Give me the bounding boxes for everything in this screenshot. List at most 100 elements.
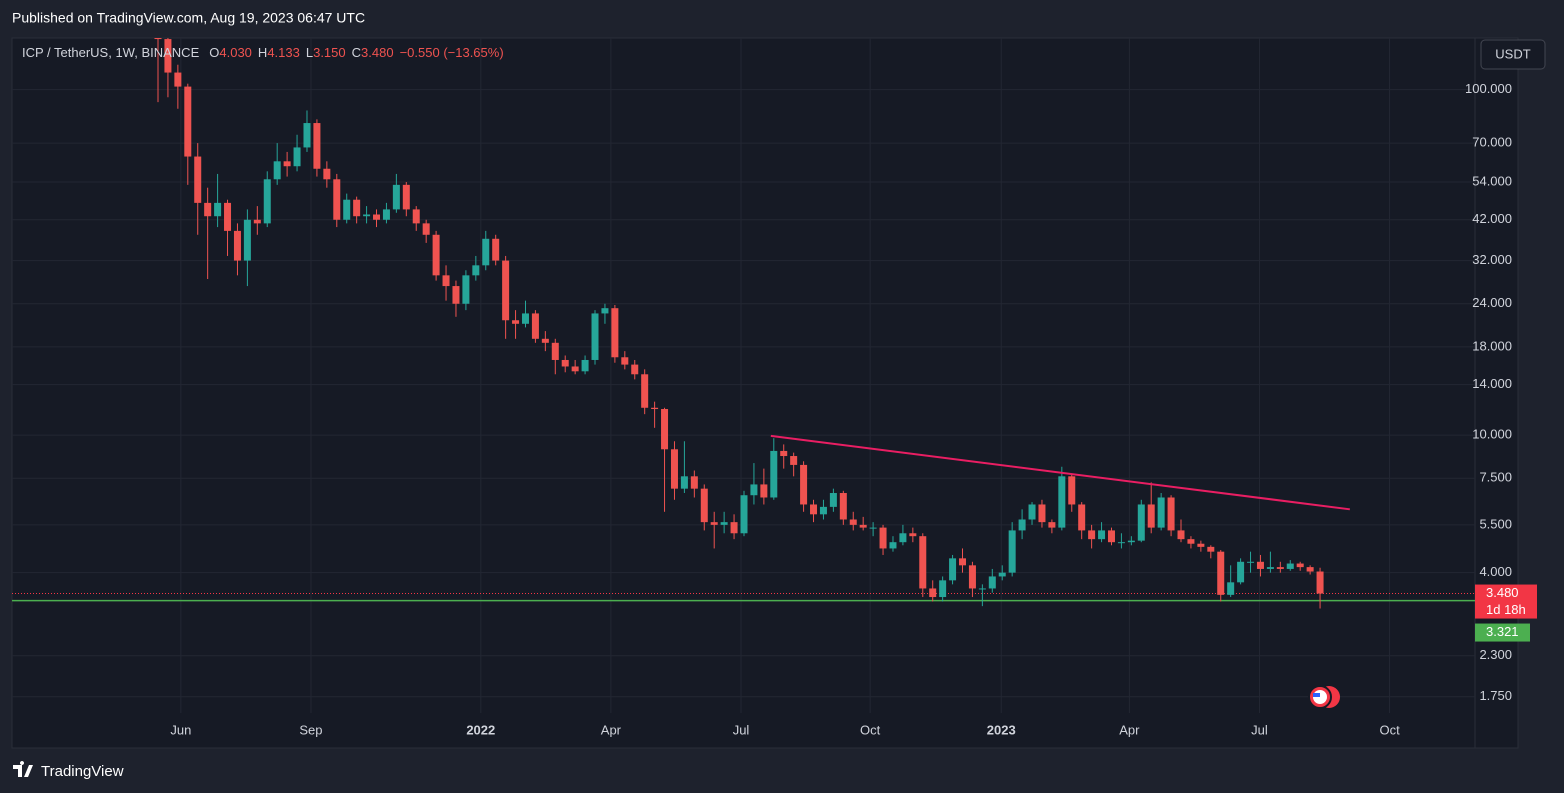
y-tick-label: 18.000 xyxy=(1472,338,1512,353)
candle-body xyxy=(541,338,549,343)
candle-body xyxy=(402,184,410,210)
candle-body xyxy=(432,234,440,276)
brand-name: TradingView xyxy=(41,763,124,780)
candle-body xyxy=(1197,543,1205,547)
candle-body xyxy=(1217,551,1225,595)
x-tick-label: Oct xyxy=(1379,722,1400,737)
candle-body xyxy=(690,476,698,489)
candle-body xyxy=(1296,563,1304,568)
candle-body xyxy=(591,313,599,360)
candle-body xyxy=(869,527,877,529)
plot xyxy=(12,38,1475,609)
candle-body xyxy=(164,39,172,73)
candle-body xyxy=(482,238,490,266)
candle-body xyxy=(879,527,887,549)
candle-body xyxy=(988,576,996,589)
price-label: 3.480 xyxy=(1486,585,1519,600)
y-tick-label: 5.500 xyxy=(1479,516,1512,531)
candle-body xyxy=(1008,530,1016,573)
candle-body xyxy=(263,179,271,224)
y-tick-label: 10.000 xyxy=(1472,427,1512,442)
price-label-box xyxy=(1475,623,1530,642)
currency-button[interactable] xyxy=(1480,39,1546,70)
candle-body xyxy=(283,161,291,167)
event-flags xyxy=(1308,685,1340,709)
candle-body xyxy=(1167,497,1175,531)
candle-body xyxy=(1117,542,1125,544)
ohlc-value: 4.133 xyxy=(267,45,300,60)
x-tick-label: Jul xyxy=(733,722,750,737)
candle-body xyxy=(859,524,867,528)
y-tick-label: 70.000 xyxy=(1472,135,1512,150)
candle-body xyxy=(740,495,748,534)
candle-body xyxy=(1177,530,1185,540)
candle-body xyxy=(1018,519,1026,531)
candle-body xyxy=(551,342,559,360)
candle-body xyxy=(631,364,639,375)
candle-body xyxy=(800,464,808,505)
ohlc-key: L xyxy=(306,45,313,60)
candle-body xyxy=(959,558,967,566)
y-tick-label: 42.000 xyxy=(1472,211,1512,226)
y-tick-label: 54.000 xyxy=(1472,173,1512,188)
candle-body xyxy=(1058,476,1066,528)
candle-body xyxy=(313,123,321,169)
candle-body xyxy=(919,536,927,589)
candle-body xyxy=(233,230,241,261)
candle-body xyxy=(204,202,212,217)
candle-body xyxy=(700,488,708,523)
candle-body xyxy=(651,407,659,410)
candle-body xyxy=(611,308,619,358)
candle-body xyxy=(363,214,371,217)
candle-body xyxy=(889,542,897,549)
candle-body xyxy=(462,275,470,304)
logo xyxy=(13,761,33,777)
ohlc-value: 3.480 xyxy=(361,45,394,60)
candle-body xyxy=(353,199,361,217)
y-tick-label: 32.000 xyxy=(1472,252,1512,267)
logo-mark xyxy=(13,761,33,777)
symbol-legend: ICP / TetherUS, 1W, BINANCE O4.030 H4.133 L… xyxy=(22,45,504,60)
candle-body xyxy=(382,209,390,220)
candle-body xyxy=(1107,530,1115,543)
y-tick-label: 14.000 xyxy=(1472,376,1512,391)
candle-body xyxy=(343,199,351,220)
candle-body xyxy=(1038,504,1046,523)
candle-body xyxy=(492,238,500,261)
candle-body xyxy=(392,184,400,210)
candle-body xyxy=(601,308,609,314)
candle-body xyxy=(1227,582,1235,595)
candle-body xyxy=(472,265,480,276)
candle-body xyxy=(1078,504,1086,531)
candle-body xyxy=(333,179,341,220)
y-tick-label: 100.000 xyxy=(1465,81,1512,96)
candle-body xyxy=(810,504,818,515)
candle-body xyxy=(1068,476,1076,505)
candle-body xyxy=(273,161,281,180)
ohlc-key: C xyxy=(352,45,361,60)
candle-body xyxy=(1098,530,1106,540)
x-tick-label: Apr xyxy=(1119,722,1140,737)
labels: 100.000 70.000 54.000 42.000 32.000 24.000 18.… xyxy=(170,81,1537,737)
candle-body xyxy=(1207,546,1215,552)
price-label-box xyxy=(1475,584,1537,619)
candle-body xyxy=(641,374,649,408)
candle-body xyxy=(323,168,331,180)
candle-body xyxy=(1127,540,1135,543)
candle-body xyxy=(819,506,827,515)
candle-body xyxy=(1276,567,1284,569)
x-tick-label: Oct xyxy=(860,722,881,737)
y-tick-label: 4.000 xyxy=(1479,564,1512,579)
x-tick-label: Sep xyxy=(299,722,322,737)
candle-body xyxy=(502,260,510,321)
symbol-name: ICP / TetherUS, 1W, BINANCE xyxy=(22,45,200,60)
candle-body xyxy=(730,522,738,534)
ohlc-key: O xyxy=(209,45,219,60)
candle-body xyxy=(373,214,381,220)
candle-body xyxy=(849,519,857,525)
currency-label[interactable]: USDT xyxy=(1495,46,1530,61)
candle-body xyxy=(561,359,569,367)
candle-body xyxy=(949,558,957,581)
ohlc-value: 4.030 xyxy=(219,45,252,60)
candle-body xyxy=(1306,567,1314,572)
